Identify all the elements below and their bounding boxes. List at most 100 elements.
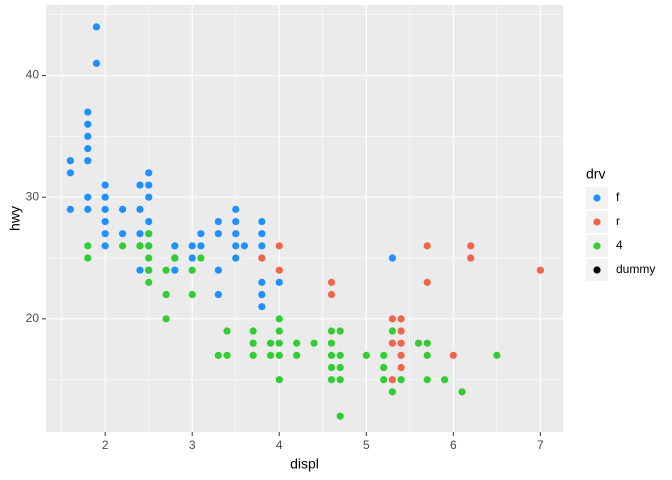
point bbox=[66, 205, 74, 213]
point bbox=[467, 254, 475, 262]
point bbox=[214, 230, 222, 238]
point bbox=[423, 242, 431, 250]
point bbox=[249, 351, 257, 359]
point bbox=[275, 351, 283, 359]
x-tick-label: 4 bbox=[276, 438, 283, 452]
point bbox=[66, 157, 74, 165]
point bbox=[275, 327, 283, 335]
point bbox=[214, 266, 222, 274]
point bbox=[145, 169, 153, 177]
x-tick-label: 5 bbox=[363, 438, 370, 452]
panel-background bbox=[46, 5, 563, 432]
point bbox=[101, 230, 109, 238]
legend-swatch bbox=[593, 194, 601, 202]
point bbox=[171, 242, 179, 250]
point bbox=[275, 278, 283, 286]
point bbox=[380, 376, 388, 384]
point bbox=[214, 217, 222, 226]
point bbox=[275, 266, 283, 274]
point bbox=[145, 242, 153, 250]
point bbox=[258, 242, 266, 250]
y-tick-label: 40 bbox=[26, 68, 40, 82]
point bbox=[188, 254, 196, 262]
y-tick-label: 20 bbox=[26, 311, 40, 325]
point bbox=[118, 230, 127, 238]
point bbox=[441, 376, 449, 384]
point bbox=[84, 120, 92, 128]
point bbox=[249, 327, 257, 335]
point bbox=[258, 217, 266, 226]
point bbox=[388, 388, 397, 396]
point bbox=[84, 242, 92, 250]
point bbox=[327, 339, 336, 347]
legend-title: drv bbox=[586, 166, 605, 182]
point bbox=[118, 242, 127, 250]
point bbox=[266, 351, 275, 359]
point bbox=[362, 351, 370, 359]
point bbox=[136, 242, 144, 250]
point bbox=[145, 181, 153, 189]
point bbox=[258, 290, 266, 299]
point bbox=[118, 205, 127, 213]
grid bbox=[46, 5, 563, 432]
point bbox=[171, 254, 179, 262]
legend: drv fr 4 dummy bbox=[586, 166, 655, 281]
point bbox=[188, 266, 196, 274]
point bbox=[232, 217, 240, 226]
point bbox=[197, 242, 205, 250]
point bbox=[136, 205, 144, 213]
points bbox=[66, 23, 544, 420]
point bbox=[101, 193, 109, 201]
point bbox=[258, 230, 266, 238]
point bbox=[162, 315, 170, 323]
point bbox=[162, 290, 170, 299]
point bbox=[145, 193, 153, 201]
point bbox=[84, 144, 92, 153]
point bbox=[240, 242, 249, 250]
point bbox=[84, 108, 92, 116]
point bbox=[397, 339, 405, 347]
point bbox=[336, 363, 344, 372]
point bbox=[327, 363, 336, 372]
point bbox=[162, 266, 170, 274]
point bbox=[275, 242, 283, 250]
point bbox=[423, 376, 431, 384]
point bbox=[310, 339, 318, 347]
point bbox=[136, 181, 144, 189]
point bbox=[84, 205, 92, 213]
x-tick-label: 6 bbox=[450, 438, 457, 452]
point bbox=[380, 363, 388, 372]
point bbox=[327, 290, 336, 299]
point bbox=[336, 376, 344, 384]
point bbox=[327, 278, 336, 286]
axes: 2 3 4 5 6 7 20 30 40 bbox=[26, 68, 544, 452]
point bbox=[223, 327, 231, 335]
point bbox=[232, 254, 240, 262]
point bbox=[145, 230, 153, 238]
y-axis-title: hwy bbox=[7, 206, 23, 231]
point bbox=[327, 376, 336, 384]
point bbox=[171, 266, 179, 274]
point bbox=[145, 217, 153, 226]
y-tick-label: 30 bbox=[26, 189, 40, 203]
legend-label: 4 bbox=[616, 238, 623, 252]
point bbox=[388, 254, 397, 262]
point bbox=[414, 339, 423, 347]
x-tick-label: 7 bbox=[537, 438, 544, 452]
point bbox=[388, 339, 397, 347]
point bbox=[327, 351, 336, 359]
point bbox=[258, 254, 266, 262]
legend-label: f bbox=[616, 190, 620, 204]
point bbox=[536, 266, 544, 274]
legend-label: r bbox=[616, 214, 620, 228]
point bbox=[397, 351, 405, 359]
point bbox=[223, 351, 231, 359]
point bbox=[84, 254, 92, 262]
point bbox=[101, 217, 109, 226]
point bbox=[467, 242, 475, 250]
point bbox=[397, 376, 405, 384]
point bbox=[101, 181, 109, 189]
point bbox=[232, 205, 240, 213]
point bbox=[258, 278, 266, 286]
point bbox=[380, 351, 388, 359]
